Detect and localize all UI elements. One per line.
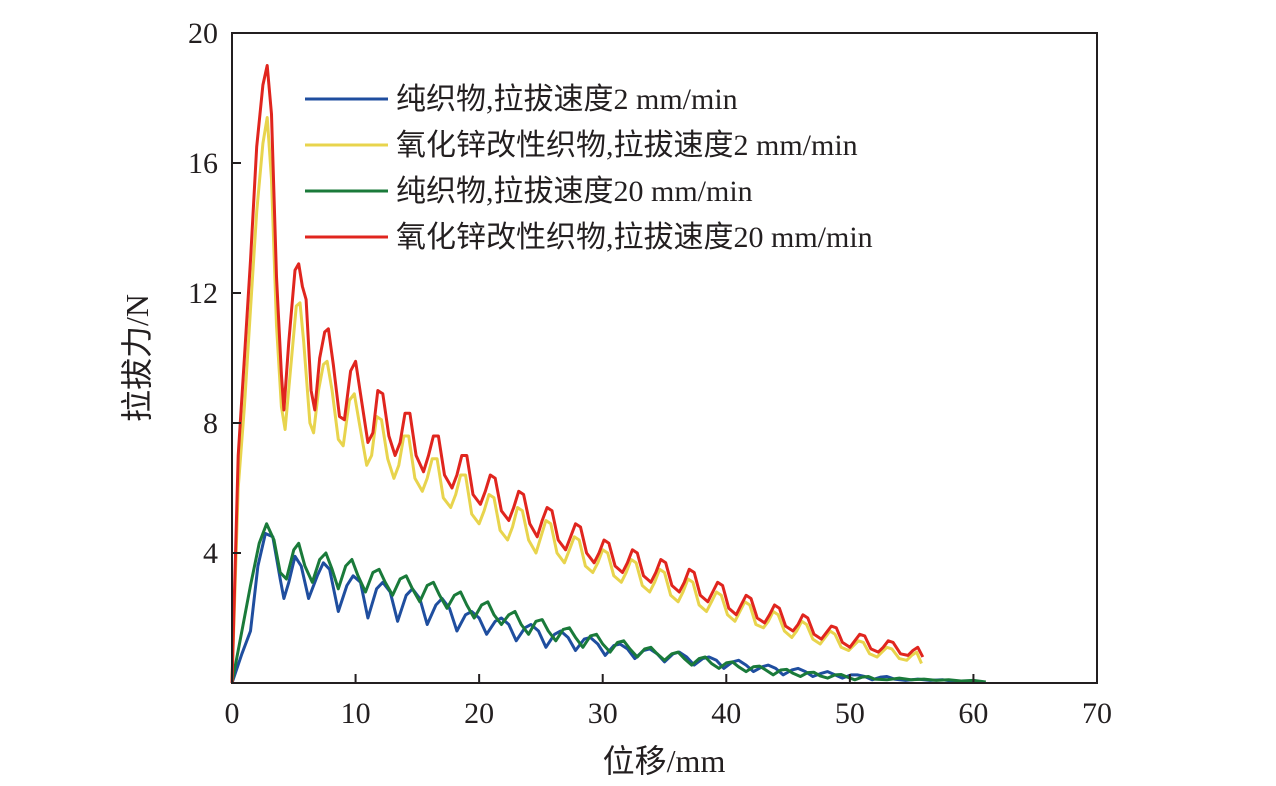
y-tick-label: 16 bbox=[188, 147, 218, 180]
y-tick-label: 12 bbox=[188, 277, 218, 310]
y-tick-label: 20 bbox=[188, 17, 218, 50]
x-tick-label: 20 bbox=[464, 697, 494, 730]
plot-frame bbox=[231, 32, 1098, 684]
legend-label-3: 氧化锌改性织物,拉拔速度20 mm/min bbox=[396, 221, 873, 254]
x-tick-label: 60 bbox=[958, 697, 988, 730]
series-line-0 bbox=[230, 532, 980, 684]
x-axis-title: 位移/mm bbox=[603, 743, 726, 779]
x-tick-label: 10 bbox=[341, 697, 371, 730]
series-line-3 bbox=[230, 64, 925, 684]
legend-label-1: 氧化锌改性织物,拉拔速度2 mm/min bbox=[396, 129, 858, 162]
series-line-2 bbox=[230, 522, 986, 684]
x-tick-label: 30 bbox=[588, 697, 618, 730]
x-tick-label: 50 bbox=[835, 697, 865, 730]
x-tick-label: 70 bbox=[1082, 697, 1112, 730]
y-axis-title: 拉拔力/N bbox=[119, 294, 155, 422]
legend-label-0: 纯织物,拉拔速度2 mm/min bbox=[396, 83, 738, 116]
legend-label-2: 纯织物,拉拔速度20 mm/min bbox=[396, 175, 753, 208]
y-tick-label: 4 bbox=[203, 537, 218, 570]
y-axis: 4 8 12 16 20 bbox=[188, 17, 241, 570]
x-tick-label: 40 bbox=[711, 697, 741, 730]
series-line-1 bbox=[230, 116, 923, 684]
x-tick-label: 0 bbox=[225, 697, 240, 730]
y-tick-label: 8 bbox=[203, 407, 218, 440]
legend: 纯织物,拉拔速度2 mm/min 氧化锌改性织物,拉拔速度2 mm/min 纯织物,… bbox=[305, 83, 873, 254]
plot-lines bbox=[230, 64, 986, 684]
x-axis: 0 10 20 30 40 50 60 70 bbox=[225, 674, 1112, 730]
